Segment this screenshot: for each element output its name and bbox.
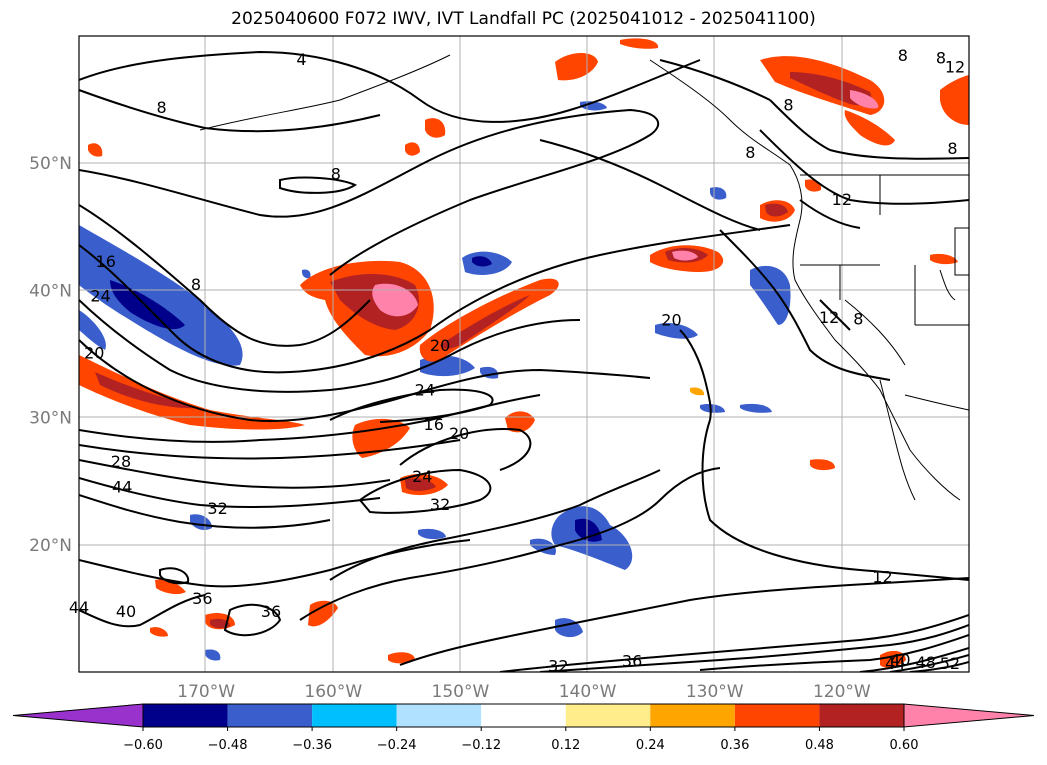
lon-tick-label: 140°W [559, 682, 617, 702]
contour-label: 48 [916, 653, 936, 672]
lat-tick-label: 40°N [29, 281, 72, 301]
contour-label: 32 [430, 495, 450, 514]
contour-label: 52 [940, 654, 960, 673]
contour-label: 36 [261, 602, 281, 621]
colorbar-tick-label: −0.12 [461, 738, 501, 753]
contour-label: 44 [885, 654, 905, 673]
coastlines [199, 54, 969, 501]
colorbar-segment [227, 704, 313, 727]
colorbar-extend-low [12, 703, 144, 728]
contour-label: 36 [192, 589, 212, 608]
colorbar-tick-label: 0.12 [551, 738, 580, 753]
contour-label: 8 [898, 46, 908, 65]
colorbar-tick-label: −0.48 [208, 738, 248, 753]
neg-anomaly-nw-core [110, 280, 185, 330]
contour-label: 20 [84, 344, 104, 363]
contour-label: 12 [872, 568, 892, 587]
contour-label: 40 [116, 602, 136, 621]
contour-label: 32 [548, 657, 568, 676]
colorbar-segment [650, 704, 735, 727]
contour-label: 24 [415, 381, 435, 400]
longitude-labels: 170°W 160°W 150°W 140°W 130°W 120°W [177, 682, 871, 702]
colorbar-segment [481, 704, 566, 727]
contour-label: 8 [331, 164, 341, 183]
neg-anomaly-nw [79, 225, 243, 366]
lon-tick-label: 130°W [686, 682, 744, 702]
contour-label: 20 [661, 311, 681, 330]
contour-label: 8 [745, 143, 755, 162]
colorbar-segment [312, 704, 397, 727]
neg-anomaly-nw-edge [79, 310, 106, 350]
colorbar-tick-label: −0.60 [123, 738, 163, 753]
contour-label: 20 [430, 336, 450, 355]
lat-tick-label: 50°N [29, 154, 72, 174]
colorbar-segment [565, 704, 651, 727]
plot-frame [78, 35, 970, 673]
colorbar-tick-label: 0.36 [720, 738, 749, 753]
contour-label: 8 [157, 98, 167, 117]
ivt-shading [79, 38, 969, 668]
contour-label: 8 [947, 139, 957, 158]
colorbar-segment [143, 704, 228, 727]
contour-label: 44 [69, 598, 89, 617]
colorbar-segment [819, 704, 904, 727]
colorbar-tick-label: 0.60 [890, 738, 919, 753]
contour-label: 8 [783, 96, 793, 115]
contour-label: 36 [622, 652, 642, 671]
contour-label: 8 [191, 275, 201, 294]
colorbar-extend-high [903, 703, 1035, 728]
lon-tick-label: 150°W [432, 682, 490, 702]
colorbar: −0.60 −0.48 −0.36 −0.24 −0.12 0.12 0.24 0.36 0.4… [12, 703, 1035, 753]
colorbar-tick-label: −0.36 [292, 738, 332, 753]
contour-label: 4 [296, 50, 306, 69]
colorbar-segment [396, 704, 482, 727]
lat-tick-label: 30°N [29, 409, 72, 429]
colorbar-tick-label: 0.48 [805, 738, 834, 753]
lat-tick-label: 20°N [29, 536, 72, 556]
contour-label: 20 [449, 424, 469, 443]
contour-label: 28 [111, 452, 131, 471]
contour-label: 16 [96, 252, 116, 271]
colorbar-segment [734, 704, 820, 727]
lon-tick-label: 120°W [813, 682, 871, 702]
contour-label: 24 [90, 286, 110, 305]
contour-label: 32 [207, 499, 227, 518]
iwv-contours [79, 50, 969, 672]
latitude-labels: 50°N 40°N 30°N 20°N [29, 154, 72, 556]
contour-label: 44 [112, 477, 132, 496]
contour-label: 40 [890, 650, 910, 669]
lon-tick-label: 170°W [177, 682, 235, 702]
contour-label: 8 [853, 309, 863, 328]
contour-label: 16 [424, 415, 444, 434]
colorbar-frame [142, 703, 905, 728]
colorbar-tick-label: −0.24 [377, 738, 417, 753]
contour-label: 12 [945, 58, 965, 77]
contour-label: 12 [832, 190, 852, 209]
chart-title: 2025040600 F072 IWV, IVT Landfall PC (20… [231, 9, 816, 29]
lon-tick-label: 160°W [304, 682, 362, 702]
contour-label: 24 [412, 467, 432, 486]
colorbar-tick-label: 0.24 [636, 738, 665, 753]
contour-label: 8 [936, 49, 946, 68]
contour-label: 12 [819, 308, 839, 327]
